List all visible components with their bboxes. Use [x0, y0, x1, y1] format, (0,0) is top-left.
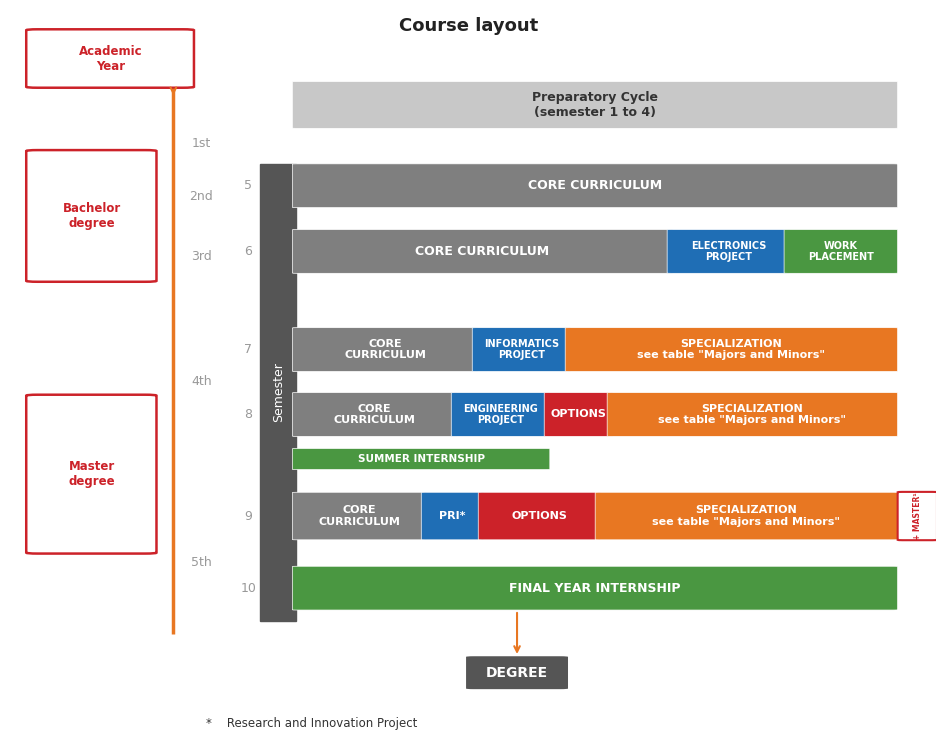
- FancyBboxPatch shape: [26, 29, 194, 88]
- Text: 1st: 1st: [192, 137, 211, 150]
- Text: 9: 9: [244, 510, 252, 522]
- Text: 10: 10: [241, 581, 256, 595]
- Text: Academic
Year: Academic Year: [79, 45, 142, 73]
- Text: OPTIONS: OPTIONS: [511, 511, 567, 521]
- Text: CORE
CURRICULUM: CORE CURRICULUM: [333, 404, 415, 425]
- FancyBboxPatch shape: [292, 492, 427, 540]
- Text: + MASTER¹: + MASTER¹: [912, 492, 921, 540]
- Text: 4th: 4th: [191, 374, 212, 388]
- Text: Semester: Semester: [271, 362, 285, 422]
- Text: SPECIALIZATION
see table "Majors and Minors": SPECIALIZATION see table "Majors and Min…: [651, 505, 840, 527]
- Text: SPECIALIZATION
see table "Majors and Minors": SPECIALIZATION see table "Majors and Min…: [658, 404, 845, 425]
- FancyBboxPatch shape: [544, 393, 612, 436]
- Text: 6: 6: [244, 245, 252, 258]
- Text: 8: 8: [244, 408, 252, 421]
- FancyBboxPatch shape: [666, 230, 789, 273]
- Text: FINAL YEAR INTERNSHIP: FINAL YEAR INTERNSHIP: [508, 581, 680, 595]
- FancyBboxPatch shape: [451, 393, 549, 436]
- FancyBboxPatch shape: [897, 492, 936, 541]
- FancyBboxPatch shape: [465, 656, 567, 689]
- Text: CORE CURRICULUM: CORE CURRICULUM: [527, 179, 662, 193]
- Text: SUMMER INTERNSHIP: SUMMER INTERNSHIP: [358, 454, 484, 464]
- Text: *    Research and Innovation Project: * Research and Innovation Project: [206, 716, 417, 730]
- FancyBboxPatch shape: [26, 395, 156, 553]
- Text: OPTIONS: OPTIONS: [550, 409, 606, 420]
- Bar: [260, 164, 296, 621]
- Text: Preparatory Cycle
(semester 1 to 4): Preparatory Cycle (semester 1 to 4): [532, 91, 657, 119]
- Text: SPECIALIZATION
see table "Majors and Minors": SPECIALIZATION see table "Majors and Min…: [636, 339, 825, 360]
- Text: ENGINEERING
PROJECT: ENGINEERING PROJECT: [462, 404, 537, 425]
- FancyBboxPatch shape: [607, 393, 897, 436]
- Text: PRI*: PRI*: [439, 511, 465, 521]
- Text: CORE CURRICULUM: CORE CURRICULUM: [415, 245, 549, 258]
- Text: Course layout: Course layout: [399, 17, 537, 35]
- FancyBboxPatch shape: [292, 230, 672, 273]
- Text: WORK
PLACEMENT: WORK PLACEMENT: [807, 241, 873, 262]
- Text: CORE
CURRICULUM: CORE CURRICULUM: [318, 505, 400, 527]
- Text: Master
degree: Master degree: [68, 460, 115, 488]
- FancyBboxPatch shape: [594, 492, 897, 540]
- Text: 7: 7: [244, 343, 252, 356]
- FancyBboxPatch shape: [292, 164, 897, 208]
- Text: 3rd: 3rd: [191, 250, 212, 263]
- Text: 5: 5: [244, 179, 252, 193]
- Text: DEGREE: DEGREE: [486, 666, 548, 680]
- Text: ELECTRONICS
PROJECT: ELECTRONICS PROJECT: [690, 241, 766, 262]
- FancyBboxPatch shape: [564, 328, 897, 371]
- FancyBboxPatch shape: [477, 492, 600, 540]
- FancyBboxPatch shape: [292, 566, 897, 610]
- FancyBboxPatch shape: [292, 448, 549, 470]
- Text: Bachelor
degree: Bachelor degree: [63, 202, 121, 230]
- Text: CORE
CURRICULUM: CORE CURRICULUM: [344, 339, 426, 360]
- FancyBboxPatch shape: [421, 492, 483, 540]
- FancyBboxPatch shape: [472, 328, 570, 371]
- Text: 5th: 5th: [191, 556, 212, 569]
- FancyBboxPatch shape: [26, 150, 156, 282]
- FancyBboxPatch shape: [292, 82, 897, 128]
- FancyBboxPatch shape: [783, 230, 897, 273]
- Text: 2nd: 2nd: [189, 190, 213, 203]
- FancyBboxPatch shape: [292, 328, 477, 371]
- FancyBboxPatch shape: [292, 393, 457, 436]
- Text: INFORMATICS
PROJECT: INFORMATICS PROJECT: [484, 339, 559, 360]
